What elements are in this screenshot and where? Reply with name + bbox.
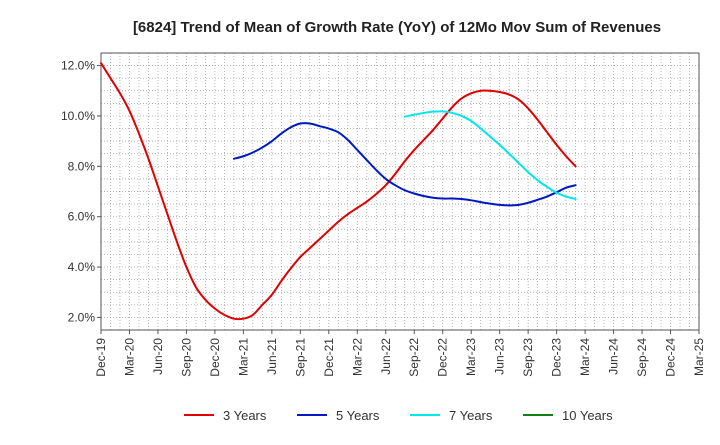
- x-tick-label: Mar-20: [122, 338, 136, 376]
- x-tick-label: Dec-22: [436, 338, 450, 377]
- legend: 3 Years 5 Years 7 Years 10 Years: [184, 408, 613, 423]
- legend-item-10-years: 10 Years: [523, 408, 613, 423]
- x-tick-label: Sep-24: [635, 338, 649, 377]
- x-tick-label: Sep-20: [179, 338, 193, 377]
- legend-label: 3 Years: [223, 408, 267, 423]
- x-tick-label: Mar-22: [350, 338, 364, 376]
- chart-title: [6824] Trend of Mean of Growth Rate (YoY…: [133, 19, 661, 36]
- grid-layer: [101, 53, 699, 330]
- x-tick-label: Mar-21: [236, 338, 250, 376]
- y-tick-label: 12.0%: [61, 59, 95, 73]
- legend-item-3-years: 3 Years: [184, 408, 267, 423]
- legend-item-5-years: 5 Years: [297, 408, 380, 423]
- x-tick-label: Dec-24: [664, 338, 678, 377]
- series-layer: [100, 62, 577, 321]
- series-line-5-years: [232, 122, 577, 207]
- x-tick-label: Dec-20: [208, 338, 222, 377]
- x-tick-label: Dec-19: [94, 338, 108, 377]
- x-tick-label: Mar-25: [692, 338, 706, 376]
- x-tick-label: Mar-23: [464, 338, 478, 376]
- y-tick-label: 2.0%: [68, 310, 96, 324]
- x-tick-label: Mar-24: [578, 338, 592, 376]
- x-tick-label: Dec-23: [550, 338, 564, 377]
- series-line-3-years: [100, 62, 577, 321]
- legend-label: 7 Years: [449, 408, 493, 423]
- legend-item-7-years: 7 Years: [410, 408, 493, 423]
- x-tick-label: Jun-21: [265, 338, 279, 375]
- x-tick-label: Jun-22: [379, 338, 393, 375]
- series-line-7-years: [403, 110, 577, 201]
- x-tick-label: Jun-23: [493, 338, 507, 375]
- legend-label: 5 Years: [336, 408, 380, 423]
- x-tick-label: Jun-20: [151, 338, 165, 375]
- y-tick-label: 4.0%: [68, 260, 96, 274]
- x-tick-label: Sep-21: [293, 338, 307, 377]
- x-tick-label: Sep-23: [521, 338, 535, 377]
- plot-area: [101, 53, 699, 330]
- x-tick-label: Jun-24: [607, 338, 621, 375]
- x-tick-label: Dec-21: [322, 338, 336, 377]
- y-tick-label: 10.0%: [61, 109, 95, 123]
- y-tick-label: 6.0%: [68, 210, 96, 224]
- y-tick-label: 8.0%: [68, 159, 96, 173]
- x-tick-label: Sep-22: [407, 338, 421, 377]
- legend-label: 10 Years: [562, 408, 613, 423]
- plot-frame: [100, 52, 700, 331]
- axis-layer: 2.0% 4.0% 6.0% 8.0% 10.0% 12.0% Dec-19 Mar-20 Ju…: [61, 52, 706, 377]
